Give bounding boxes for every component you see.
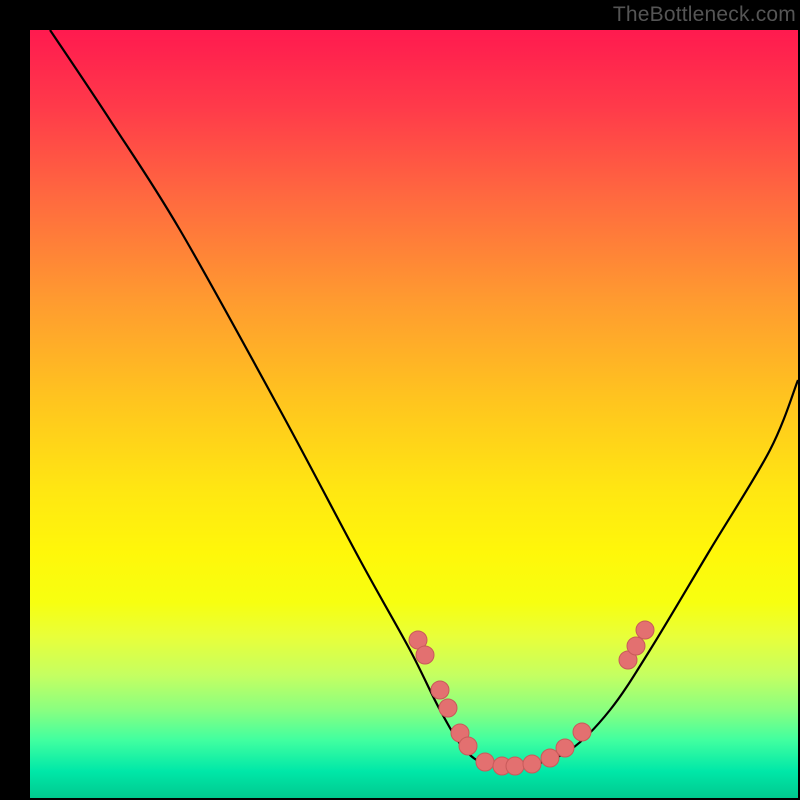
data-marker [459, 737, 477, 755]
data-marker [636, 621, 654, 639]
data-marker [573, 723, 591, 741]
data-marker [506, 757, 524, 775]
gradient-background [30, 30, 798, 798]
data-marker [439, 699, 457, 717]
data-marker [523, 755, 541, 773]
chart-svg [0, 0, 800, 800]
frame-border [0, 0, 30, 800]
data-marker [556, 739, 574, 757]
data-marker [416, 646, 434, 664]
data-marker [476, 753, 494, 771]
watermark-text: TheBottleneck.com [613, 3, 796, 27]
data-marker [431, 681, 449, 699]
data-marker [627, 637, 645, 655]
